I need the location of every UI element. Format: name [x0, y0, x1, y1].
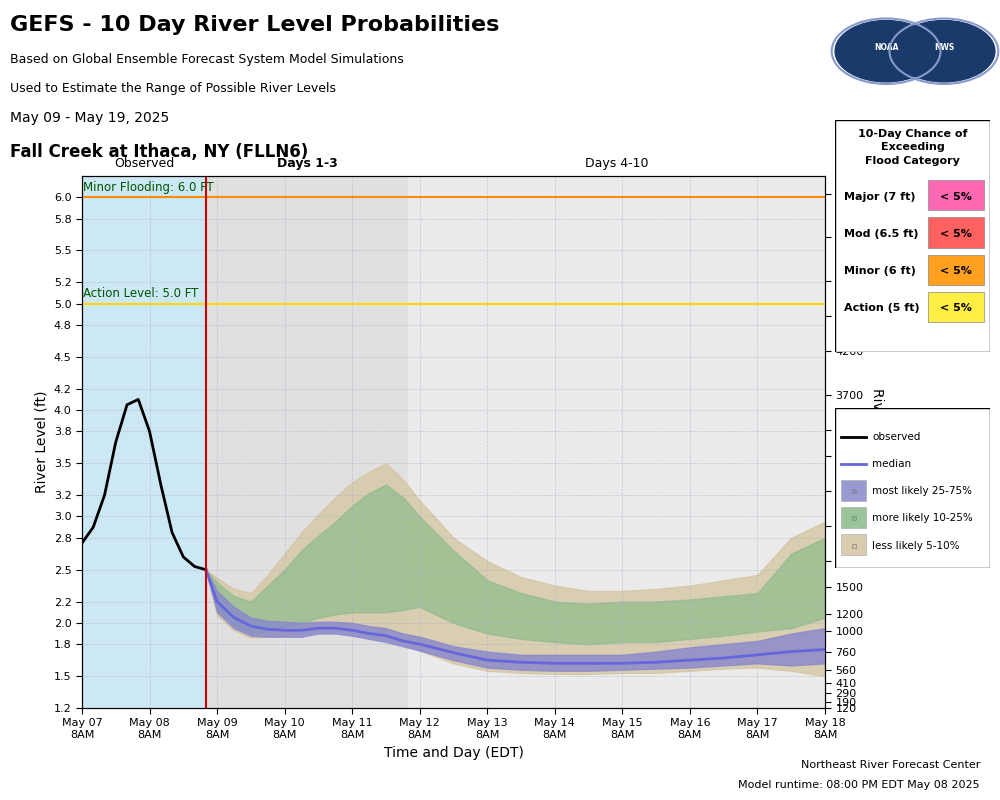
Text: Action (5 ft): Action (5 ft)	[844, 303, 920, 313]
FancyBboxPatch shape	[928, 180, 984, 210]
FancyBboxPatch shape	[835, 408, 990, 568]
Text: observed: observed	[872, 432, 921, 442]
Text: most likely 25-75%: most likely 25-75%	[872, 486, 972, 496]
Text: NOAA: NOAA	[874, 42, 898, 52]
Text: Model runtime: 08:00 PM EDT May 08 2025: Model runtime: 08:00 PM EDT May 08 2025	[738, 781, 980, 790]
Text: Based on Global Ensemble Forecast System Model Simulations: Based on Global Ensemble Forecast System…	[10, 54, 404, 66]
Text: Action Level: 5.0 FT: Action Level: 5.0 FT	[83, 287, 199, 301]
Bar	[206, 176, 408, 708]
Text: < 5%: < 5%	[940, 191, 972, 202]
Text: Minor (6 ft): Minor (6 ft)	[844, 266, 916, 276]
Text: Major (7 ft): Major (7 ft)	[844, 191, 916, 202]
Text: < 5%: < 5%	[940, 229, 972, 238]
Text: NWS: NWS	[934, 42, 954, 52]
Text: May 09 - May 19, 2025: May 09 - May 19, 2025	[10, 110, 169, 125]
Text: Observed: Observed	[114, 157, 174, 170]
Text: < 5%: < 5%	[940, 266, 972, 276]
FancyBboxPatch shape	[928, 292, 984, 322]
FancyBboxPatch shape	[928, 218, 984, 247]
Text: GEFS - 10 Day River Level Probabilities: GEFS - 10 Day River Level Probabilities	[10, 15, 499, 35]
X-axis label: Time and Day (EDT): Time and Day (EDT)	[384, 746, 523, 759]
FancyBboxPatch shape	[835, 120, 990, 352]
Bar	[408, 176, 825, 708]
Text: 10-Day Chance of
Exceeding
Flood Category: 10-Day Chance of Exceeding Flood Categor…	[858, 130, 967, 166]
Text: median: median	[872, 459, 911, 469]
FancyBboxPatch shape	[841, 507, 866, 528]
Text: < 5%: < 5%	[940, 303, 972, 313]
Text: Minor Flooding: 6.0 FT: Minor Flooding: 6.0 FT	[83, 181, 214, 194]
Text: Used to Estimate the Range of Possible River Levels: Used to Estimate the Range of Possible R…	[10, 82, 336, 95]
Text: Fall Creek at Ithaca, NY (FLLN6): Fall Creek at Ithaca, NY (FLLN6)	[10, 142, 308, 161]
FancyBboxPatch shape	[928, 254, 984, 285]
Text: Northeast River Forecast Center: Northeast River Forecast Center	[801, 760, 980, 770]
Bar	[82, 176, 206, 708]
Circle shape	[835, 21, 937, 82]
Text: Days 4-10: Days 4-10	[585, 157, 648, 170]
FancyBboxPatch shape	[841, 534, 866, 555]
Text: more likely 10-25%: more likely 10-25%	[872, 514, 973, 523]
Y-axis label: River Flow (cfs): River Flow (cfs)	[870, 389, 885, 495]
Circle shape	[893, 21, 995, 82]
Text: Mod (6.5 ft): Mod (6.5 ft)	[844, 229, 919, 238]
FancyBboxPatch shape	[841, 480, 866, 501]
Y-axis label: River Level (ft): River Level (ft)	[34, 390, 48, 494]
Text: less likely 5-10%: less likely 5-10%	[872, 541, 960, 550]
Text: Days 1-3: Days 1-3	[277, 157, 338, 170]
